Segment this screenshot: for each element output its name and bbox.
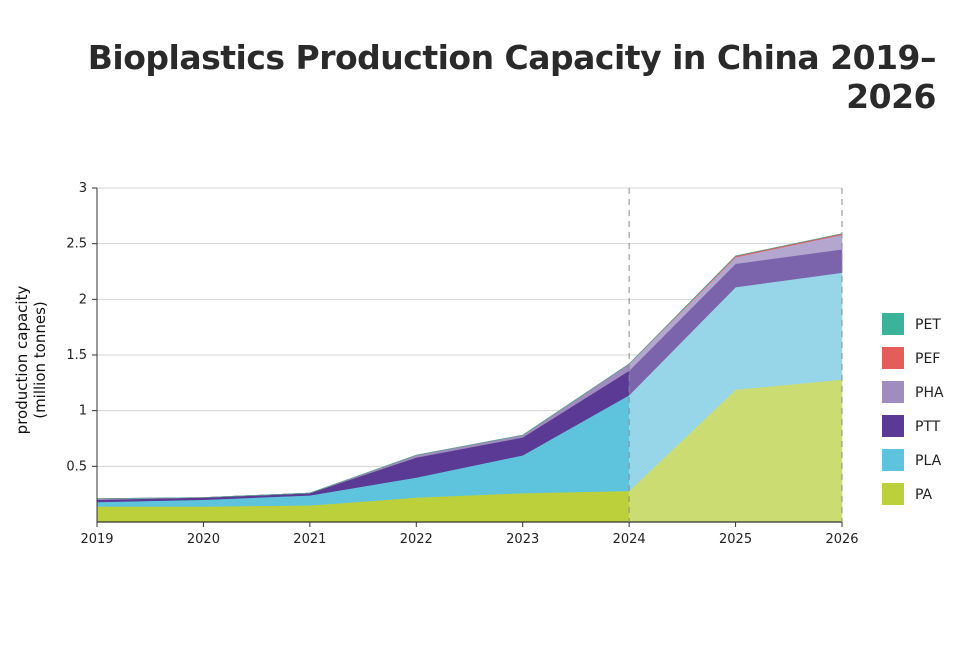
- area-pet-actual: [96, 363, 630, 499]
- legend-label-pet: PET: [915, 317, 941, 333]
- y-tick-label-2: 2: [79, 292, 87, 307]
- x-tick-label-2024: 2024: [613, 532, 646, 547]
- x-tick-label-2025: 2025: [719, 532, 752, 547]
- x-tick-label-2021: 2021: [293, 532, 326, 547]
- x-tick-label-2023: 2023: [506, 532, 539, 547]
- legend-swatch-ptt: [882, 415, 904, 437]
- legend-label-pla: PLA: [915, 453, 942, 469]
- legend-swatch-pef: [882, 347, 904, 369]
- area-pla-actual: [96, 394, 630, 507]
- legend-swatch-pha: [882, 381, 904, 403]
- x-tick-label-2019: 2019: [80, 532, 113, 547]
- y-tick-label-0.5: 0.5: [66, 459, 87, 474]
- x-tick-label-2022: 2022: [400, 532, 433, 547]
- y-axis-label-line2: (million tonnes): [31, 301, 49, 419]
- legend-swatch-pa: [882, 483, 904, 505]
- x-tick-label-2020: 2020: [187, 532, 220, 547]
- y-tick-label-1: 1: [79, 404, 87, 419]
- y-tick-label-3: 3: [79, 181, 87, 196]
- area-series: [96, 233, 843, 523]
- y-axis-label: production capacity (million tonnes): [13, 286, 49, 435]
- chart-title: Bioplastics Production Capacity in China…: [87, 38, 937, 116]
- legend-label-pha: PHA: [915, 385, 944, 401]
- y-tick-labels: 0.5 1 1.5 2 2.5 3: [66, 181, 97, 474]
- legend-label-pa: PA: [915, 487, 933, 503]
- x-tick-labels: 2019 2020 2021 2022 2023 2024 2025 2026: [80, 522, 859, 547]
- x-tick-label-2026: 2026: [825, 532, 858, 547]
- y-tick-label-2.5: 2.5: [66, 237, 87, 252]
- legend-label-ptt: PTT: [915, 419, 941, 435]
- legend-swatch-pla: [882, 449, 904, 471]
- y-axis-label-line1: production capacity: [13, 286, 31, 435]
- y-tick-label-1.5: 1.5: [66, 348, 87, 363]
- legend: PET PEF PHA PTT PLA PA: [882, 313, 944, 505]
- legend-label-pef: PEF: [915, 351, 940, 367]
- legend-swatch-pet: [882, 313, 904, 335]
